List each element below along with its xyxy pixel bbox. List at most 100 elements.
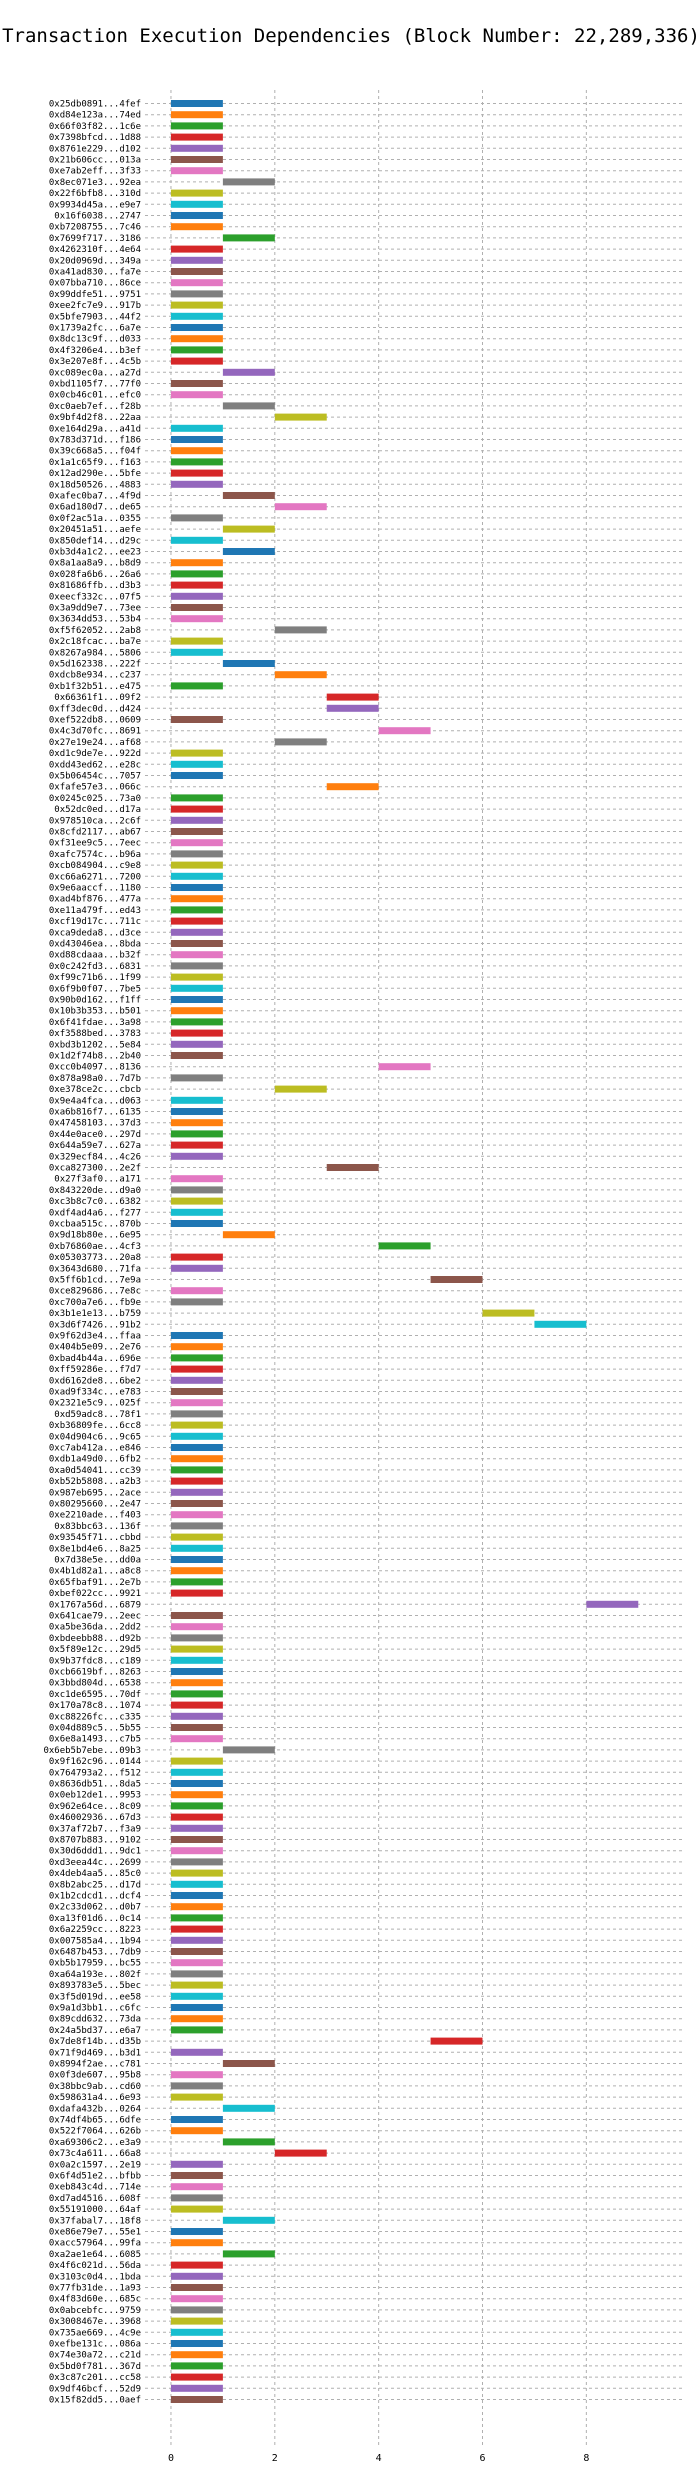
transaction-label: 0x83bbc63...136f [54, 1522, 141, 1532]
transaction-bar [170, 1802, 223, 1810]
transaction-bar [326, 693, 379, 701]
transaction-bar [170, 1074, 223, 1082]
transaction-label: 0xa41ad830...fa7e [49, 268, 141, 278]
transaction-bar [430, 2037, 483, 2045]
transaction-bar [222, 2060, 275, 2067]
transaction-label: 0x3f5d019d...ee58 [49, 1992, 141, 2002]
transaction-label: 0x764793a2...f512 [49, 1768, 141, 1778]
transaction-bar [170, 279, 223, 287]
transaction-label: 0x39c668a5...f04f [49, 447, 141, 457]
transaction-label: 0x99ddfe51...9751 [49, 290, 141, 300]
transaction-bar [170, 2048, 223, 2056]
transaction-label: 0xe7ab2eff...3f33 [49, 167, 141, 177]
transaction-label: 0x5f89e12c...29d5 [49, 1645, 141, 1655]
transaction-bar [170, 1645, 223, 1653]
transaction-label: 0x1b2cdcd1...dcf4 [49, 1892, 141, 1902]
transaction-bar [222, 525, 275, 533]
transaction-label: 0x0a2c1597...2e19 [49, 2160, 141, 2170]
transaction-bar [170, 2295, 223, 2303]
transaction-label: 0x4b1d82a1...a8c8 [49, 1567, 141, 1577]
transaction-label: 0x3103c0d4...1bda [49, 2272, 141, 2282]
transaction-label: 0xafec0ba7...4f9d [49, 492, 141, 502]
transaction-bar [170, 133, 223, 141]
transaction-bar [170, 1141, 223, 1149]
transaction-label: 0x20451a51...aefe [49, 525, 141, 535]
transaction-label: 0x522f7064...626b [49, 2127, 141, 2137]
transaction-label: 0x25db0891...4fef [49, 100, 141, 110]
transaction-bar [170, 2205, 223, 2213]
transaction-label: 0x5ff6b1cd...7e9a [49, 1276, 141, 1286]
transaction-label: 0xc089ec0a...a27d [49, 368, 141, 378]
transaction-bar [170, 749, 223, 757]
transaction-bar [170, 167, 223, 175]
transaction-label: 0xb1f32b51...e475 [49, 682, 141, 692]
transaction-bar [170, 2004, 223, 2011]
transaction-label: 0x6f41fdae...3a98 [49, 1018, 141, 1028]
transaction-bar [170, 951, 223, 959]
transaction-label: 0xa69306c2...e3a9 [49, 2138, 141, 2148]
transaction-bar [170, 1780, 223, 1787]
bars [170, 100, 639, 2403]
transaction-bar [170, 1522, 223, 1530]
transaction-bar [170, 2317, 223, 2325]
transaction-bar [170, 1365, 223, 1373]
transaction-bar [170, 1220, 223, 1227]
transaction-bar [170, 1679, 223, 1687]
transaction-bar [170, 1858, 223, 1866]
transaction-bar [170, 1533, 223, 1541]
transaction-bar [170, 1567, 223, 1575]
transaction-bar [222, 1746, 275, 1754]
transaction-bar [170, 100, 223, 107]
transaction-bar [170, 2160, 223, 2168]
transaction-label: 0xd3eea44c...2699 [49, 1858, 141, 1868]
transaction-bar [222, 660, 275, 667]
transaction-label: 0x3bbd804d...6538 [49, 1679, 141, 1689]
transaction-bar [170, 324, 223, 331]
transaction-label: 0xd59adc8...78f1 [54, 1410, 141, 1420]
transaction-bar [170, 1948, 223, 1955]
transaction-label: 0x2c18fcac...ba7e [49, 637, 141, 647]
transaction-label: 0x7398bfcd...1d88 [49, 133, 141, 143]
transaction-bar [170, 1813, 223, 1821]
transaction-bar [170, 1264, 223, 1272]
transaction-bar [222, 1231, 275, 1239]
transaction-bar [170, 1757, 223, 1765]
transaction-label: 0xcf19d17c...711c [49, 917, 141, 927]
transaction-label: 0x47458103...37d3 [49, 1119, 141, 1129]
transaction-label: 0x0c242fd3...6831 [49, 962, 141, 972]
transaction-bar [170, 1824, 223, 1832]
transaction-label: 0xcb084904...c9e8 [49, 861, 141, 871]
transaction-label: 0xcbaa515c...870b [49, 1220, 141, 1230]
transaction-bar [482, 1309, 535, 1317]
transaction-label: 0xca9deda8...d3ce [49, 928, 141, 938]
transaction-label: 0x37fabal7...18f8 [49, 2216, 141, 2226]
transaction-bar [170, 2272, 223, 2280]
transaction-label: 0xafc7574c...b96a [49, 850, 141, 860]
transaction-label: 0xbef022cc...9921 [49, 1589, 141, 1599]
transaction-label: 0x9df46bcf...52d9 [49, 2384, 141, 2394]
transaction-bar [170, 1455, 223, 1463]
transaction-bar [170, 1992, 223, 2000]
transaction-bar [170, 1152, 223, 1160]
transaction-bar [170, 1208, 223, 1216]
transaction-bar [170, 156, 223, 163]
transaction-label: 0x66f03f82...1c6e [49, 122, 141, 132]
transaction-label: 0x0f2ac51a...0355 [49, 514, 141, 524]
transaction-label: 0x3a9dd9e7...73ee [49, 604, 141, 614]
transaction-bar [170, 884, 223, 891]
transaction-bar [170, 335, 223, 343]
transaction-label: 0xe378ce2c...cbcb [49, 1085, 141, 1095]
transaction-label: 0x3e207e8f...4c5b [49, 357, 141, 367]
transaction-label: 0x8a1aa8a9...b8d9 [49, 559, 141, 569]
transaction-label: 0x878a98a0...7d7b [49, 1074, 141, 1084]
transaction-bar [170, 984, 223, 992]
transaction-label: 0x7d38e5e...dd0a [54, 1556, 141, 1566]
transaction-label: 0xff59286e...f7d7 [49, 1365, 141, 1375]
transaction-label: 0x6f4d51e2...bfbb [49, 2172, 141, 2182]
transaction-bar [170, 1500, 223, 1507]
transaction-bar [222, 178, 275, 186]
transaction-bar [274, 2149, 327, 2157]
transaction-bar [170, 895, 223, 903]
transaction-label: 0xf99c71b6...1f99 [49, 973, 141, 983]
transaction-label: 0xbdeebb88...d92b [49, 1634, 141, 1644]
